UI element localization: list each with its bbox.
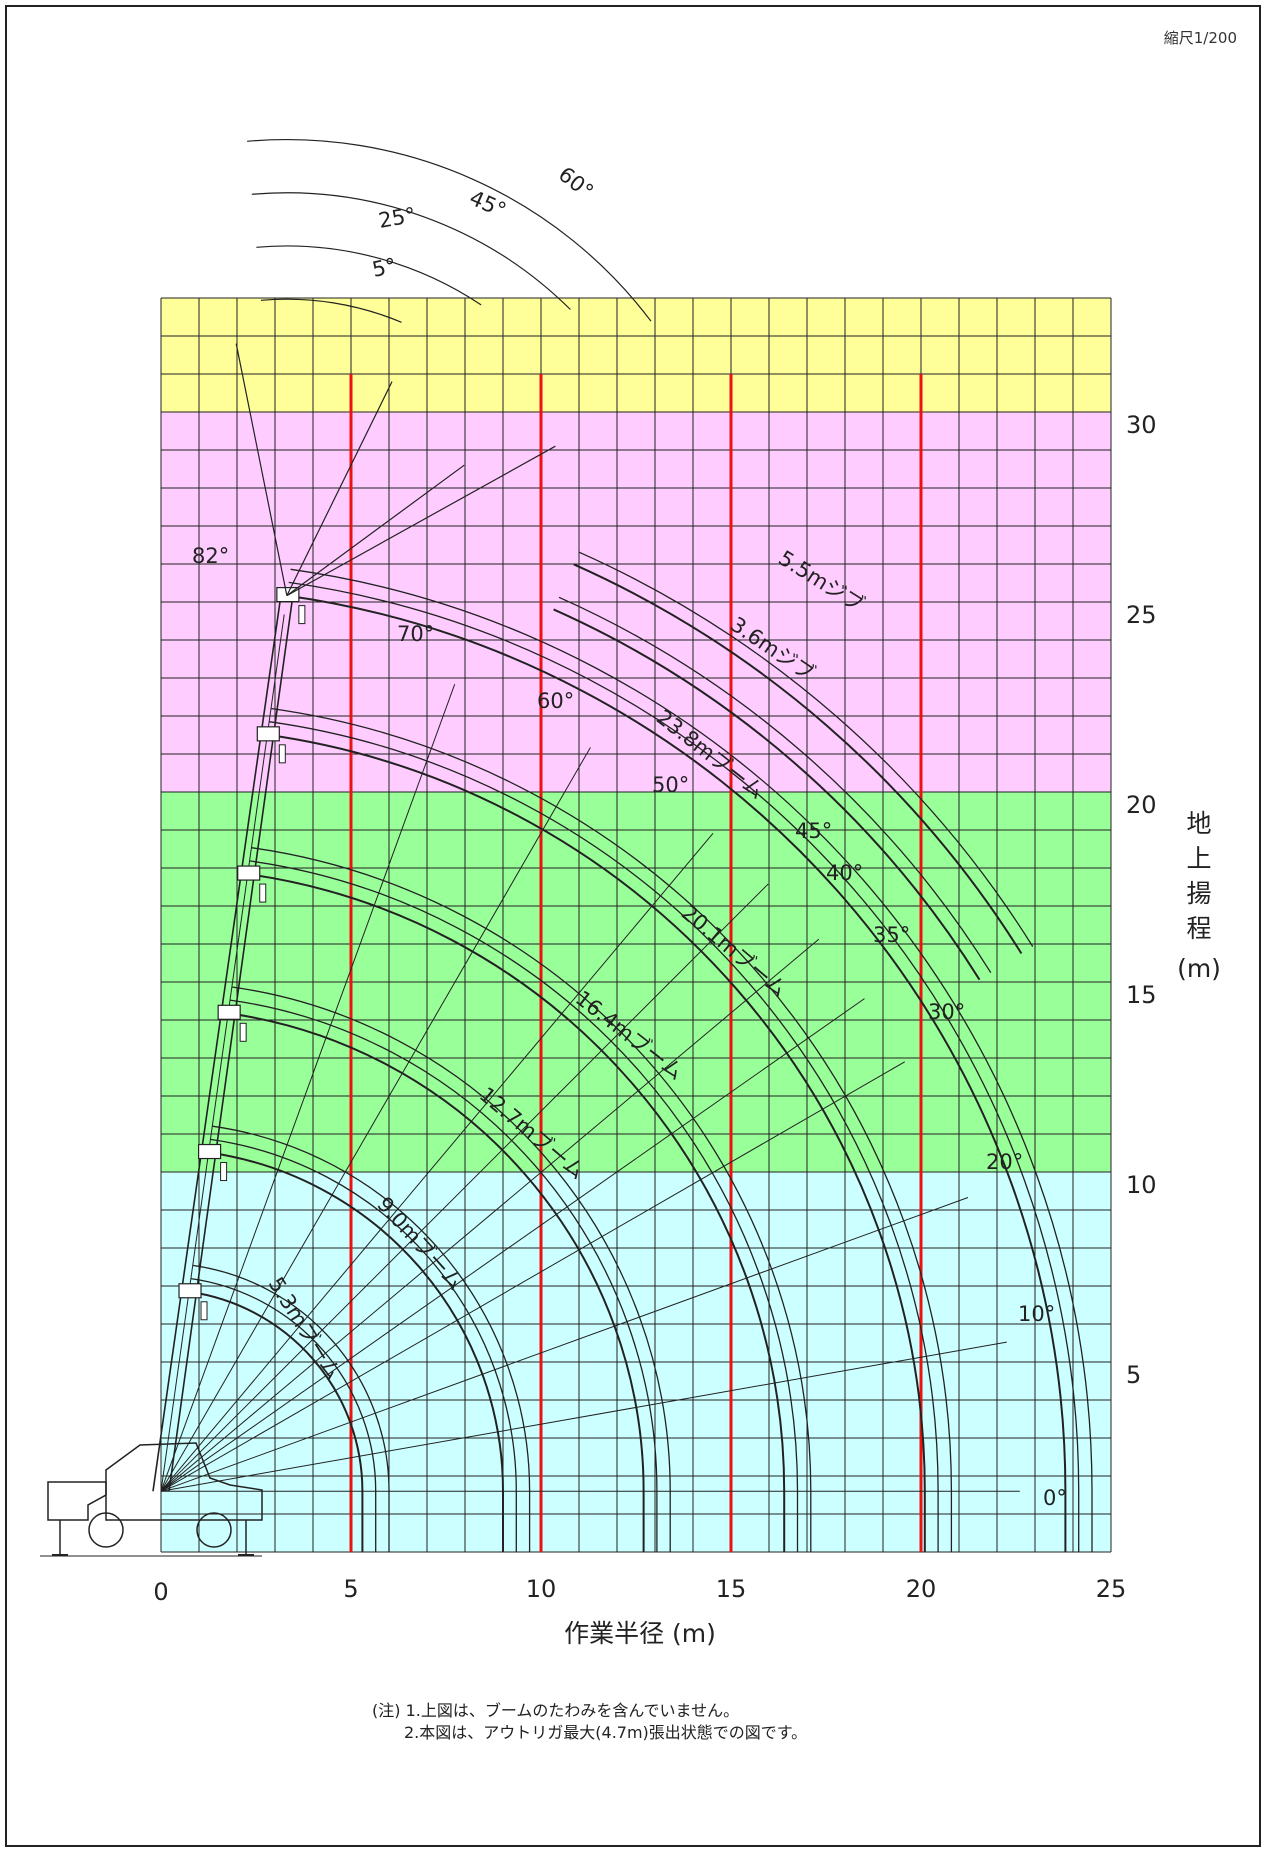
boom-arcs [188, 551, 1093, 1552]
arc-20.1-1 [269, 721, 939, 1552]
arc-20.1-2 [270, 707, 953, 1552]
y-tick-5: 5 [1126, 1361, 1141, 1389]
jib-offset-label-25: 25° [377, 203, 418, 233]
x-tick-20: 20 [906, 1575, 937, 1603]
x-tick-15: 15 [716, 1575, 747, 1603]
arc-16.4-0 [247, 873, 786, 1552]
arc-20.1-0 [267, 733, 926, 1552]
hook-20.1 [278, 744, 286, 764]
band-3 [161, 298, 1111, 412]
y-tick-30: 30 [1126, 411, 1157, 439]
arc-16.4-2 [251, 847, 812, 1552]
note-2: 2.本図は、アウトリガ最大(4.7m)張出状態での図です。 [404, 1723, 808, 1742]
boom-angle-lines [160, 614, 1020, 1492]
boom-edge-right [168, 595, 294, 1492]
angle-label-50: 50° [652, 773, 689, 797]
angle-label-10: 10° [1018, 1302, 1055, 1326]
y-axis-title-unit: (m) [1177, 954, 1221, 983]
y-axis-title-char-1: 地 [1186, 809, 1211, 838]
arc-9-0 [208, 1151, 504, 1552]
arc-23.8-1 [288, 581, 1080, 1552]
jib-line-1 [286, 381, 393, 596]
arc-23.8-0 [286, 594, 1067, 1552]
x-tick-25: 25 [1096, 1575, 1127, 1603]
x-axis-title: 作業半径 (m) [564, 1619, 716, 1648]
jib-arc-0-1 [558, 596, 992, 974]
jib-arc-1-1 [578, 551, 1034, 947]
arc-5.3-0 [188, 1290, 364, 1552]
angle-ray-30 [160, 1061, 905, 1492]
hook-12.7 [239, 1022, 247, 1042]
jib-arc-0-0 [553, 608, 981, 981]
angle-label-20: 20° [986, 1150, 1023, 1174]
angle-ray-35 [160, 998, 865, 1492]
angle-label-0: 0° [1043, 1486, 1067, 1510]
arc-16.4-1 [249, 860, 799, 1552]
hook-16.4 [259, 883, 267, 903]
angle-label-60: 60° [537, 689, 574, 713]
angle-label-70: 70° [397, 622, 434, 646]
boom-silhouette [152, 138, 652, 1492]
angle-ray-70 [160, 684, 456, 1492]
angle-ray-60 [160, 747, 591, 1492]
radius-marker-lines [349, 374, 923, 1552]
angle-ray-50 [160, 832, 714, 1492]
notes: (注) 1.上図は、ブームのたわみを含んでいません。 2.本図は、アウトリガ最大… [372, 1700, 807, 1744]
angle-ray-40 [160, 938, 820, 1492]
arc-5.3-1 [190, 1277, 377, 1552]
boom-head-5.3 [178, 1283, 202, 1299]
hook-23.8 [298, 605, 306, 625]
arc-12.7-2 [231, 986, 671, 1552]
crane-truck-icon [40, 1442, 263, 1557]
boom-head-9 [197, 1143, 222, 1160]
arc-12.7-1 [229, 999, 658, 1552]
offset-arc-25 [256, 245, 482, 306]
angle-label-45: 45° [795, 819, 832, 843]
x-tick-10: 10 [526, 1575, 557, 1603]
angle-label-82: 82° [192, 544, 229, 568]
arc-9-2 [212, 1125, 531, 1552]
y-axis-title-char-3: 揚 [1186, 879, 1211, 908]
jib-offset-label-60: 60° [554, 162, 598, 204]
boom-head-20.1 [256, 726, 280, 742]
y-tick-15: 15 [1126, 981, 1157, 1009]
grid-lines [160, 297, 1112, 1553]
offset-arc-5 [260, 298, 402, 323]
jib-offset-label-5: 5° [370, 253, 398, 281]
angle-label-35: 35° [873, 923, 910, 947]
drawing-sheet: 縮尺1/200 [5, 5, 1261, 1847]
note-1: (注) 1.上図は、ブームのたわみを含んでいません。 [372, 1701, 740, 1720]
jib-line-3 [286, 464, 465, 597]
y-tick-25: 25 [1126, 601, 1157, 629]
offset-arc-45 [251, 192, 571, 310]
scale-note: 縮尺1/200 [1163, 29, 1237, 47]
hook-5.3 [200, 1301, 208, 1321]
arc-23.8-2 [290, 568, 1093, 1552]
boom-head-16.4 [237, 865, 261, 881]
y-tick-20: 20 [1126, 791, 1157, 819]
x-tick-5: 5 [343, 1575, 358, 1603]
angle-ray-20 [160, 1197, 969, 1492]
y-tick-10: 10 [1126, 1171, 1157, 1199]
angle-ray-45 [160, 883, 769, 1492]
offset-arc-60 [247, 138, 652, 322]
jib-offset-label-45: 45° [466, 186, 510, 223]
jib-arc-1-0 [573, 563, 1023, 955]
arc-9-1 [210, 1138, 517, 1552]
boom-head-12.7 [217, 1004, 241, 1020]
angle-ray-10 [160, 1341, 1007, 1492]
jib-line-0 [235, 343, 288, 596]
angle-ray-82 [160, 614, 285, 1492]
jib-line-2 [286, 445, 556, 597]
x-tick-0: 0 [153, 1578, 168, 1606]
hook-9 [220, 1162, 228, 1182]
boom-edge-left [152, 595, 282, 1492]
angle-label-40: 40° [826, 861, 863, 885]
arc-5.3-2 [192, 1264, 390, 1552]
angle-label-30: 30° [928, 1000, 965, 1024]
arc-12.7-0 [228, 1012, 645, 1552]
y-axis-title-char-2: 上 [1186, 844, 1211, 873]
y-axis-title-char-4: 程 [1186, 914, 1211, 943]
